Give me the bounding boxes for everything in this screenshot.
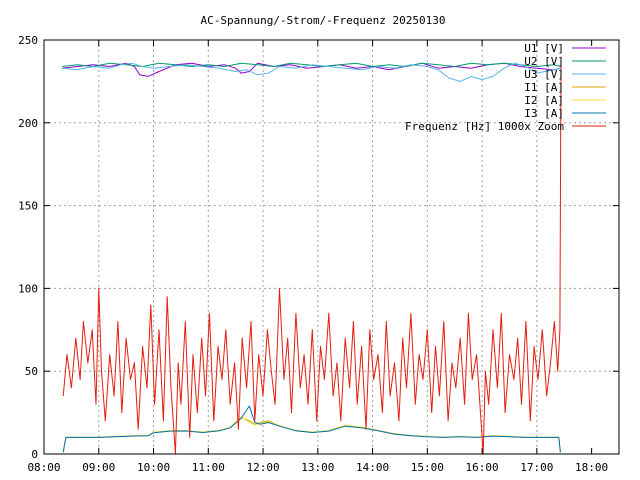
x-tick-label: 14:00 xyxy=(356,461,389,474)
x-tick-label: 10:00 xyxy=(137,461,170,474)
x-tick-label: 16:00 xyxy=(466,461,499,474)
x-tick-label: 09:00 xyxy=(82,461,115,474)
legend-label-i3-a: I3 [A] xyxy=(524,107,564,120)
y-tick-label: 100 xyxy=(18,282,38,295)
series-line-i3-a xyxy=(62,405,561,453)
x-tick-label: 12:00 xyxy=(246,461,279,474)
x-tick-label: 17:00 xyxy=(520,461,553,474)
x-tick-label: 08:00 xyxy=(27,461,60,474)
series-line-frequenz-hz-1000x-zoom xyxy=(62,56,562,455)
legend-label-i1-a: I1 [A] xyxy=(524,81,564,94)
y-tick-label: 250 xyxy=(18,34,38,47)
series-line-u1-v xyxy=(62,62,562,77)
y-tick-label: 0 xyxy=(31,448,38,461)
series-line-u2-v xyxy=(62,62,562,67)
y-tick-label: 200 xyxy=(18,117,38,130)
legend: U1 [V]U2 [V]U3 [V]I1 [A]I2 [A]I3 [A]Freq… xyxy=(405,42,606,133)
axis-ticks: 08:00 09:00 10:00 11:00 12:00 13:00 14:00 15:00… xyxy=(18,34,619,474)
series-layer xyxy=(62,56,562,455)
plot-frame xyxy=(43,39,620,455)
legend-label-frequenz-hz-1000x-zoom: Frequenz [Hz] 1000x Zoom xyxy=(405,120,564,133)
chart-title: AC-Spannung/-Strom/-Frequenz 20250130 xyxy=(200,14,445,27)
grid xyxy=(44,40,619,454)
legend-label-u3-v: U3 [V] xyxy=(524,68,564,81)
y-tick-label: 150 xyxy=(18,200,38,213)
x-tick-label: 15:00 xyxy=(411,461,444,474)
series-line-u3-v xyxy=(62,62,562,82)
legend-label-u1-v: U1 [V] xyxy=(524,42,564,55)
legend-label-u2-v: U2 [V] xyxy=(524,55,564,68)
y-tick-label: 50 xyxy=(25,365,38,378)
x-tick-label: 11:00 xyxy=(192,461,225,474)
legend-label-i2-a: I2 [A] xyxy=(524,94,564,107)
x-tick-label: 18:00 xyxy=(575,461,608,474)
x-tick-label: 13:00 xyxy=(301,461,334,474)
